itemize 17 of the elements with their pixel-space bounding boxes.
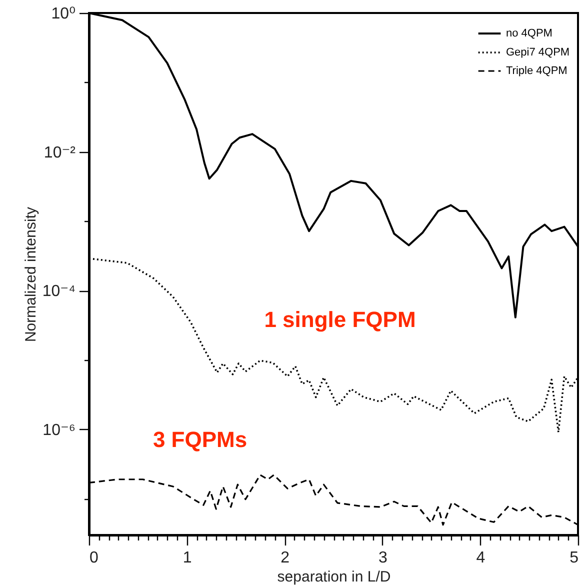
x-tick-label: 4: [476, 550, 486, 566]
x-tick-label: 2: [280, 550, 290, 566]
legend-label: Gepi7 4QPM: [506, 46, 570, 58]
annotation: 1 single FQPM: [264, 307, 416, 332]
y-tick-label: 10⁻²: [44, 144, 76, 162]
x-tick-label: 3: [378, 550, 388, 566]
y-tick-label: 10⁻⁶: [42, 422, 76, 439]
y-axis-title: Normalized intensity: [22, 206, 40, 342]
y-tick-label: 10⁻⁴: [42, 283, 76, 300]
legend-label: Triple 4QPM: [506, 65, 568, 77]
x-axis-title: separation in L/D: [277, 568, 391, 586]
x-tick-label: 5: [570, 550, 579, 566]
y-tick-label: 10⁰: [51, 6, 76, 22]
x-tick-label: 1: [182, 550, 192, 566]
x-tick-label: 0: [90, 550, 98, 566]
legend-label: no 4QPM: [506, 28, 552, 40]
annotation: 3 FQPMs: [152, 427, 248, 452]
